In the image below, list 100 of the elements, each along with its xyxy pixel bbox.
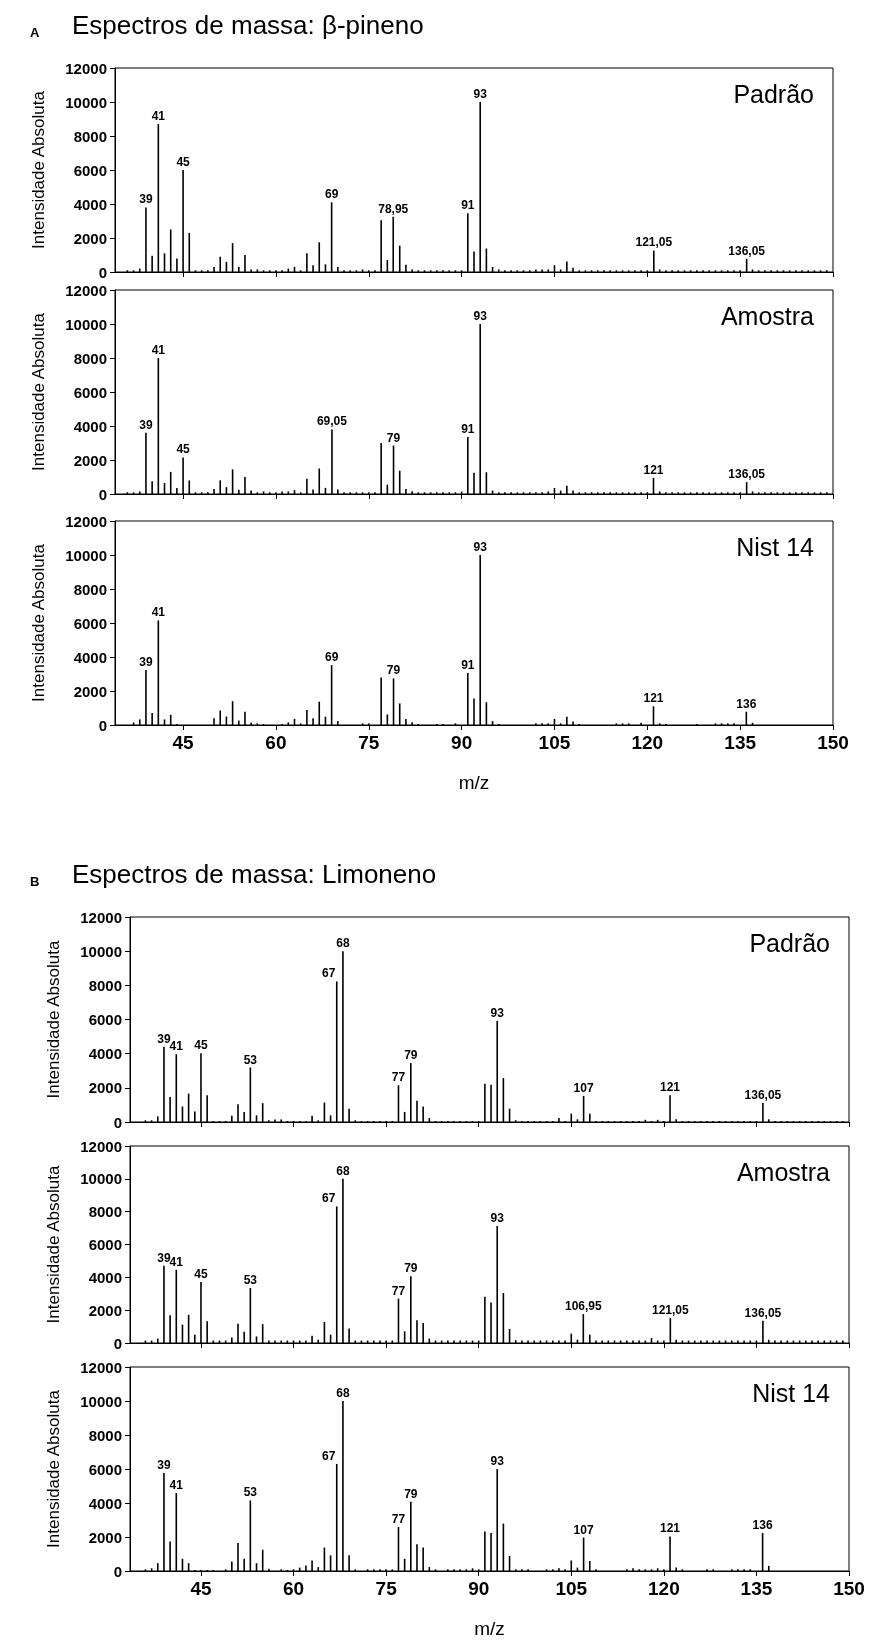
annotation: 41 (151, 109, 166, 124)
x-tick-label: 45 (172, 732, 195, 753)
annotation: 67 (322, 966, 336, 981)
text: Padrão (733, 79, 815, 108)
y-tick-label: 12000 (80, 1137, 122, 1155)
annotation: 136,05 (744, 1305, 782, 1320)
y-tick-label: 6000 (73, 614, 107, 632)
y-tick-label: 6000 (73, 383, 107, 401)
annotation: 107 (573, 1522, 594, 1537)
annotation: 41 (169, 1039, 184, 1054)
y-tick-label: 2000 (73, 451, 107, 469)
y-tick-label: 12000 (65, 512, 107, 530)
y-tick-label: 4000 (88, 1045, 122, 1063)
y-tick-label: 2000 (88, 1528, 122, 1546)
y-tick-label: 2000 (73, 229, 107, 247)
annotation: 69,05 (316, 414, 348, 429)
y-tick-label: 10000 (65, 546, 107, 564)
annotation: 121 (660, 1521, 681, 1536)
annotation: 45 (194, 1038, 208, 1053)
annotation: 53 (243, 1485, 258, 1500)
y-tick-label: 10000 (80, 942, 122, 960)
annotation: 45 (176, 155, 191, 169)
annotation: 39 (157, 1031, 171, 1046)
y-tick-label: 10000 (80, 1392, 122, 1410)
annotation: 45 (176, 442, 191, 457)
x-tick-label: 60 (265, 732, 287, 753)
annotation: 53 (243, 1273, 258, 1287)
y-tick-label: 0 (98, 263, 107, 281)
x-tick-label: 120 (648, 1578, 680, 1599)
y-tick-label: 8000 (73, 349, 107, 367)
chart-title: Nist 14 (736, 532, 815, 561)
text: Padrão (749, 928, 831, 957)
x-tick-label: 75 (358, 732, 380, 753)
y-tick-label: 10000 (65, 93, 107, 111)
annotation: 67 (322, 1191, 336, 1206)
annotation: 136,05 (744, 1088, 782, 1103)
text: A (30, 25, 40, 40)
y-tick-label: 6000 (88, 1460, 122, 1478)
y-tick-label: 4000 (88, 1268, 122, 1286)
x-axis-title: m/z (458, 772, 490, 793)
y-tick-label: 8000 (73, 580, 107, 598)
annotation: 79 (404, 1261, 418, 1276)
y-axis-title: Intensidade Absoluta (29, 543, 48, 702)
annotation: 77 (391, 1511, 406, 1526)
annotation: 41 (169, 1254, 184, 1269)
y-tick-label: 6000 (73, 161, 107, 179)
y-tick-label: 4000 (73, 417, 107, 435)
annotation: 136 (736, 696, 757, 711)
annotation: 41 (151, 605, 166, 620)
annotation: 79 (404, 1486, 418, 1501)
annotation: 136,05 (728, 243, 766, 258)
y-tick-label: 12000 (80, 1358, 122, 1376)
y-axis-title: Intensidade Absoluta (44, 1389, 63, 1548)
x-tick-label: 135 (724, 732, 757, 753)
y-tick-label: 6000 (88, 1236, 122, 1253)
y-tick-label: 4000 (88, 1494, 122, 1512)
annotation: 39 (157, 1457, 171, 1472)
annotation: 93 (490, 1454, 505, 1468)
annotation: 93 (473, 540, 488, 554)
annotation: 77 (391, 1283, 406, 1298)
y-tick-label: 6000 (88, 1011, 122, 1028)
annotation: 45 (194, 1266, 208, 1281)
text: Espectros de massa: β-pineno (72, 10, 424, 40)
x-tick-label: 105 (538, 732, 571, 753)
x-tick-label: 45 (190, 1578, 212, 1599)
y-axis-title: Intensidade Absoluta (29, 312, 48, 471)
annotation: 41 (151, 343, 166, 357)
annotation: 121 (660, 1080, 681, 1095)
annotation: 93 (473, 87, 488, 101)
annotation: 91 (461, 198, 475, 213)
chart-title: Nist 14 (752, 1378, 831, 1407)
y-tick-label: 2000 (73, 682, 107, 700)
chart-title: Amostra (720, 301, 815, 330)
annotation: 68 (336, 1163, 350, 1178)
y-tick-label: 0 (113, 1334, 122, 1352)
y-tick-label: 8000 (73, 127, 107, 145)
annotation: 77 (391, 1070, 406, 1085)
y-tick-label: 12000 (65, 281, 107, 299)
annotation: 68 (336, 936, 350, 951)
annotation: 67 (322, 1448, 336, 1463)
y-axis-title: Intensidade Absoluta (44, 1165, 63, 1324)
y-tick-label: 0 (113, 1113, 122, 1131)
annotation: 79 (386, 430, 401, 445)
y-tick-label: 10000 (65, 315, 107, 333)
text: B (30, 874, 40, 889)
annotation: 41 (169, 1477, 184, 1492)
annotation: 93 (490, 1005, 505, 1020)
annotation: 106,95 (564, 1299, 602, 1314)
annotation: 121,05 (635, 235, 673, 250)
annotation: 79 (386, 663, 401, 678)
x-axis-title: m/z (474, 1618, 505, 1639)
y-tick-label: 0 (113, 1562, 122, 1580)
y-tick-label: 4000 (73, 648, 107, 666)
y-tick-label: 2000 (88, 1301, 122, 1319)
annotation: 93 (490, 1210, 505, 1225)
text: Amostra (736, 1157, 831, 1186)
y-tick-label: 8000 (88, 1203, 122, 1221)
y-tick-label: 8000 (88, 976, 122, 994)
y-tick-label: 10000 (80, 1170, 122, 1188)
annotation: 39 (139, 417, 153, 432)
